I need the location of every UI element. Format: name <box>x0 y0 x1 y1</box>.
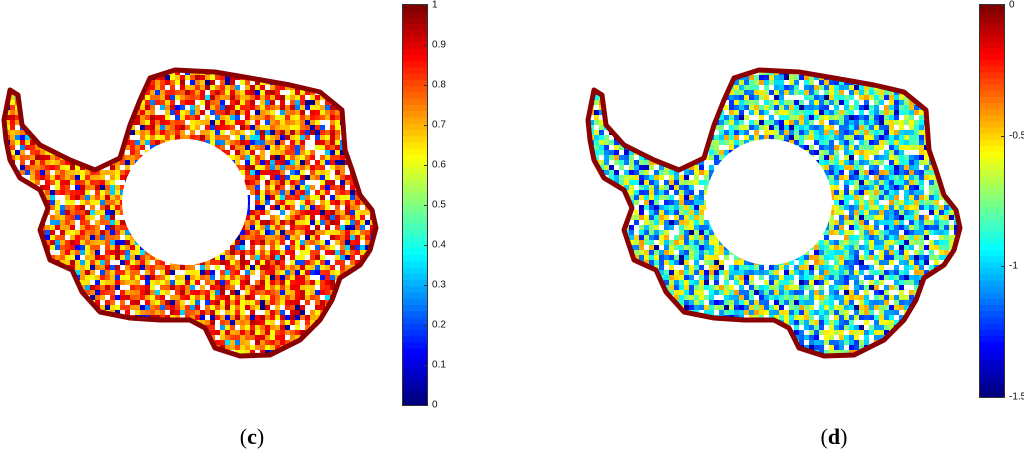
antarctica-map-d <box>585 67 963 359</box>
colorbar-tick-mark <box>1001 5 1005 6</box>
colorbar-tick-label: -1.5 <box>1009 391 1024 403</box>
colorbar-tick-label: -1 <box>1009 260 1018 272</box>
colorbar-tick-label: 0 <box>1009 0 1015 11</box>
colorbar-tick-mark <box>424 365 428 366</box>
colorbar-tick-label: 0.8 <box>432 79 446 91</box>
pole-hole <box>706 139 832 265</box>
colorbar-tick-mark <box>424 245 428 246</box>
colorbar-tick-mark <box>424 5 428 6</box>
colorbar-tick-label: -0.5 <box>1009 130 1024 142</box>
caption-d: (d) <box>820 424 848 449</box>
panel-d: 0 -0.5 -1 -1.5 (d) <box>512 0 1024 453</box>
colorbar-tick-mark <box>424 285 428 286</box>
colorbar-tick-mark <box>424 205 428 206</box>
colorbar-tick-mark <box>1001 397 1005 398</box>
colorbar-d <box>979 4 1005 398</box>
coastline-outline <box>1 67 379 359</box>
colorbar-tick-label: 0.7 <box>432 119 446 131</box>
antarctica-map-c <box>1 67 379 359</box>
colorbar-tick-label: 0.9 <box>432 39 446 51</box>
colorbar-tick-mark <box>424 125 428 126</box>
caption-c: (c) <box>239 424 265 449</box>
colorbar-tick-mark <box>424 165 428 166</box>
colorbar-tick-label: 0.4 <box>432 239 446 251</box>
colorbar-tick-label: 0 <box>432 399 438 411</box>
colorbar-tick-mark <box>1001 135 1005 137</box>
colorbar-tick-mark <box>424 45 428 46</box>
colorbar-tick-label: 0.5 <box>432 199 446 211</box>
colorbar-tick-label: 0.6 <box>432 159 446 171</box>
panel-c: 1 0.9 0.8 0.7 0.6 0.5 0.4 0.3 0.2 0.1 0 (c) <box>1 0 446 449</box>
colorbar-tick-mark <box>424 405 428 406</box>
colorbar-tick-mark <box>424 85 428 86</box>
colorbar-c <box>402 4 428 406</box>
colorbar-tick-mark <box>424 325 428 326</box>
coastline-outline <box>585 67 963 359</box>
colorbar-tick-label: 0.2 <box>432 319 446 331</box>
colorbar-tick-label: 1 <box>432 0 438 11</box>
colorbar-tick-mark <box>1001 266 1005 268</box>
colorbar-tick-label: 0.3 <box>432 279 446 291</box>
colorbar-tick-label: 0.1 <box>432 359 446 371</box>
pole-hole <box>122 139 248 265</box>
